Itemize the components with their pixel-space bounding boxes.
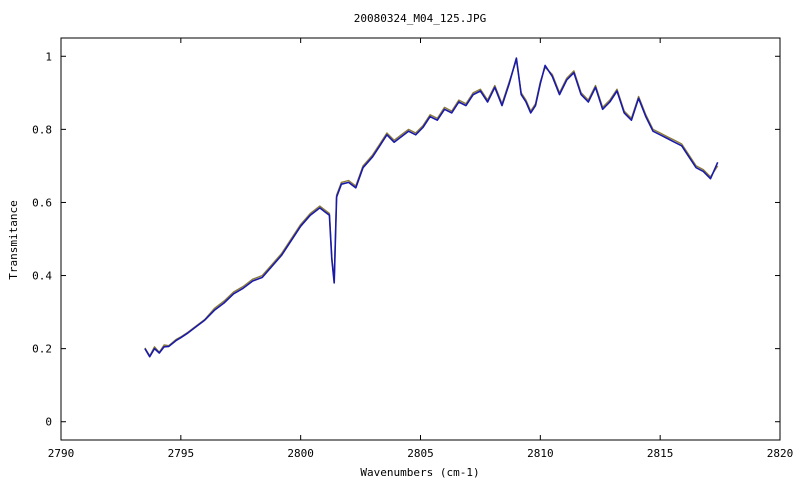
chart-title: 20080324_M04_125.JPG xyxy=(354,12,486,25)
y-tick-label: 0.2 xyxy=(32,343,52,356)
x-axis: 2790 2795 2800 2805 2810 2815 2820 xyxy=(48,38,794,460)
x-tick-label: 2810 xyxy=(527,447,554,460)
y-tick-label: 0.8 xyxy=(32,123,52,136)
y-axis: 0 0.2 0.4 0.6 0.8 1 xyxy=(32,50,780,429)
y-tick-label: 1 xyxy=(45,50,52,63)
y-axis-label: Transmitance xyxy=(7,200,20,279)
x-tick-label: 2790 xyxy=(48,447,75,460)
series-line-1 xyxy=(144,57,719,358)
y-tick-label: 0.4 xyxy=(32,270,52,283)
x-tick-label: 2795 xyxy=(168,447,195,460)
y-tick-label: 0.6 xyxy=(32,196,52,209)
y-tick-label: 0 xyxy=(45,416,52,429)
x-tick-label: 2805 xyxy=(407,447,434,460)
x-tick-label: 2800 xyxy=(287,447,314,460)
x-tick-label: 2815 xyxy=(647,447,674,460)
x-tick-label: 2820 xyxy=(767,447,794,460)
plot-frame xyxy=(60,37,781,441)
series-line-0 xyxy=(144,59,719,357)
series-layer xyxy=(144,57,719,358)
x-axis-label: Wavenumbers (cm-1) xyxy=(360,466,479,479)
